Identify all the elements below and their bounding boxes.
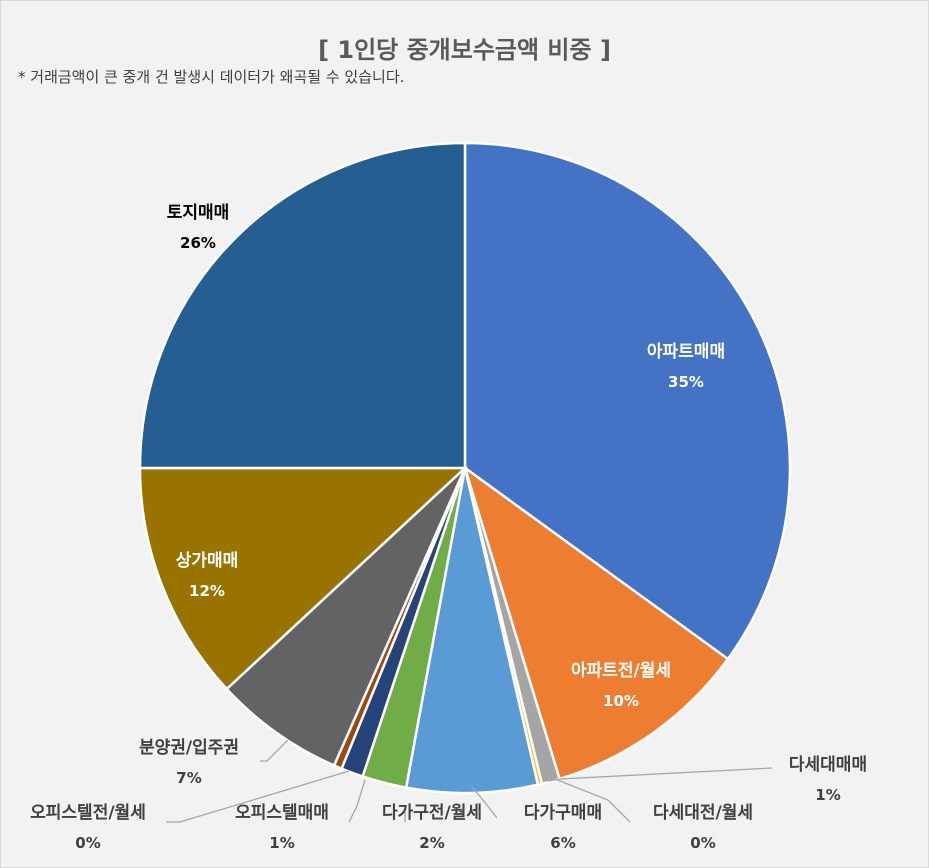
slice-percent-8: 0%: [75, 834, 100, 852]
slice-label-3: 다세대매매: [789, 755, 867, 775]
slice-label-5: 다가구매매: [524, 803, 602, 823]
slice-percent-7: 1%: [269, 834, 294, 852]
pie-slice-9: [224, 467, 467, 768]
slice-label-2: 아파트전/월세: [571, 661, 671, 681]
slice-label-7: 오피스텔매매: [235, 803, 329, 823]
slice-percent-9: 7%: [176, 769, 201, 787]
slice-label-11: 토지매매: [167, 203, 230, 223]
pie-slice-2: [462, 464, 730, 781]
slice-label-10: 상가매매: [176, 551, 239, 571]
leader-line-5: [471, 786, 498, 819]
slice-percent-5: 6%: [550, 834, 575, 852]
slice-label-4: 다세대전/월세: [653, 803, 753, 823]
pie-slice-10: [138, 466, 469, 691]
slice-label-8: 오피스텔전/월세: [30, 803, 146, 823]
slice-percent-4: 0%: [690, 834, 715, 852]
slice-percent-6: 2%: [419, 834, 444, 852]
slice-label-9: 분양권/입주권: [139, 738, 239, 758]
pie-slice-5: [404, 467, 540, 795]
slice-percent-2: 10%: [603, 692, 639, 710]
leader-line-3: [547, 767, 773, 782]
leader-line-8: [166, 770, 350, 823]
slice-percent-11: 26%: [180, 234, 216, 252]
slice-percent-3: 1%: [815, 786, 840, 804]
pie-slice-1: [463, 141, 792, 661]
chart-title: [ 1인당 중개보수금액 비중 ]: [318, 36, 611, 64]
chart-subtitle: * 거래금액이 큰 중개 건 발생시 데이터가 왜곡될 수 있습니다.: [18, 68, 405, 86]
pie-slice-11: [138, 141, 467, 470]
leader-line-9: [260, 739, 289, 762]
slice-percent-1: 35%: [668, 373, 704, 391]
slice-label-1: 아파트매매: [647, 342, 725, 362]
slice-percent-10: 12%: [189, 582, 225, 600]
leader-line-7: [348, 779, 366, 823]
leader-line-4: [554, 778, 631, 823]
slice-label-6: 다가구전/월세: [382, 803, 482, 823]
